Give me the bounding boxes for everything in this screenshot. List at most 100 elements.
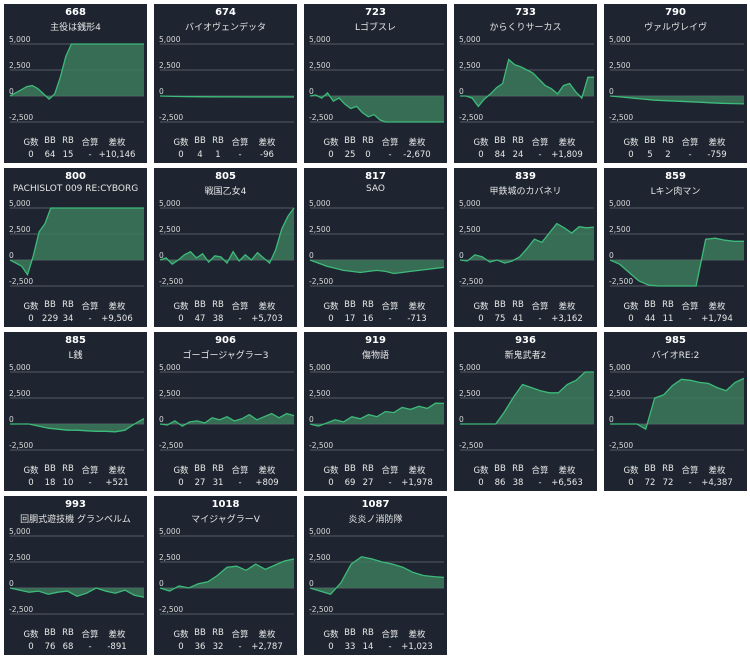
y-tick-label: 5,000: [159, 527, 181, 536]
stat-value-combined: -: [88, 478, 92, 488]
stat-value-rb: 1: [215, 150, 221, 160]
machine-name: バイオヴェンデッタ: [184, 23, 266, 33]
machine-number: 985: [665, 335, 686, 346]
machine-card[interactable]: 5,000 2,500 0 -2,500 885 L銭 G数 0 BB 18 RB 10 合算 - 差枚 +5…: [4, 332, 147, 491]
y-tick-label: 5,000: [609, 363, 631, 372]
stat-value-games: 0: [28, 478, 34, 488]
stat-header: 合算: [231, 302, 249, 312]
machine-card[interactable]: 5,000 2,500 0 -2,500 733 からくりサーカス G数 0 BB 84 RB 24 合…: [454, 4, 597, 163]
stat-value-games: 0: [628, 478, 634, 488]
stat-header: G数: [473, 138, 489, 148]
machine-card[interactable]: 5,000 2,500 0 -2,500 790 ヴァルヴレイヴ G数 0 BB 5 RB 2 合算 - 差…: [604, 4, 747, 163]
machine-name: からくりサーカス: [489, 23, 562, 33]
y-tick-label: 5,000: [159, 363, 181, 372]
y-tick-label: -2,500: [609, 277, 633, 286]
machine-card[interactable]: 5,000 2,500 0 -2,500 817 SAO G数 0 BB 17 RB 16 合算 - 差枚 -…: [304, 168, 447, 327]
stat-header: RB: [62, 464, 74, 474]
machine-card[interactable]: 5,000 2,500 0 -2,500 674 バイオヴェンデッタ G数 0 BB 4 RB 1 合算…: [154, 4, 297, 163]
stat-header: 合算: [531, 138, 549, 148]
machine-card[interactable]: 5,000 2,500 0 -2,500 800 PACHISLOT 009 RE:CYB…: [4, 168, 147, 327]
stat-value-combined: -: [88, 150, 92, 160]
difference-area: [310, 556, 444, 595]
difference-chart: 5,000 2,500 0 -2,500: [459, 363, 594, 451]
machine-card[interactable]: 5,000 2,500 0 -2,500 993 回胴式遊技機 グランベルム G数 0 BB 76…: [4, 496, 147, 655]
stat-value-games: 0: [478, 314, 484, 324]
difference-chart: 5,000 2,500 0 -2,500: [9, 527, 145, 615]
difference-line: [309, 402, 445, 427]
stat-header: G数: [173, 302, 189, 312]
stat-header: G数: [323, 466, 339, 476]
stat-value-games: 0: [178, 642, 184, 652]
y-tick-label: 2,500: [9, 61, 31, 70]
stat-value-bb: 76: [44, 642, 56, 652]
y-tick-label: -2,500: [9, 113, 33, 122]
machine-card[interactable]: 5,000 2,500 0 -2,500 906 ゴーゴージャグラー3 G数 0 BB 27 RB 3…: [154, 332, 297, 491]
difference-chart: 5,000 2,500 0 -2,500: [309, 363, 445, 451]
machine-number: 817: [365, 171, 386, 182]
y-tick-label: 0: [459, 251, 464, 260]
machine-number: 993: [65, 499, 86, 510]
difference-area: [160, 208, 294, 265]
machine-number: 859: [665, 171, 686, 182]
difference-area: [10, 418, 144, 432]
stat-value-diff: +1,809: [551, 150, 583, 160]
machine-card[interactable]: 5,000 2,500 0 -2,500 805 戦国乙女4 G数 0 BB 47 RB 38 合算 - 差…: [154, 168, 297, 327]
machine-name: Lゴブスレ: [354, 23, 396, 33]
y-tick-label: 2,500: [459, 225, 481, 234]
stat-value-diff: +5,703: [251, 314, 283, 324]
machine-card[interactable]: 5,000 2,500 0 -2,500 723 Lゴブスレ G数 0 BB 25 RB 0 合算 - 差枚…: [304, 4, 447, 163]
stat-header: RB: [662, 300, 674, 310]
y-tick-label: 0: [159, 251, 164, 260]
machine-number: 790: [665, 7, 686, 18]
y-tick-label: 5,000: [459, 199, 481, 208]
stat-value-bb: 75: [494, 314, 506, 324]
stat-value-games: 0: [328, 314, 334, 324]
stat-value-bb: 72: [644, 478, 656, 488]
stat-value-rb: 38: [212, 314, 224, 324]
machine-card[interactable]: 5,000 2,500 0 -2,500 1087 炎炎ノ消防隊 G数 0 BB 33 RB 14 合算…: [304, 496, 447, 655]
stat-header: 合算: [531, 466, 549, 476]
stat-header: 差枚: [258, 630, 276, 640]
stat-value-combined: -: [688, 150, 692, 160]
difference-line: [159, 412, 295, 427]
machine-card[interactable]: 5,000 2,500 0 -2,500 1018 マイジャグラーV G数 0 BB 36 RB 32…: [154, 496, 297, 655]
stat-value-diff: -891: [107, 642, 127, 652]
machine-card[interactable]: 5,000 2,500 0 -2,500 985 バイオRE:2 G数 0 BB 72 RB 72 合算…: [604, 332, 747, 491]
stat-value-bb: 229: [41, 314, 59, 324]
y-tick-label: -2,500: [309, 113, 333, 122]
y-tick-label: -2,500: [459, 277, 483, 286]
y-tick-label: 0: [9, 251, 14, 260]
machine-card[interactable]: 5,000 2,500 0 -2,500 668 主役は銭形4 G数 0 BB 64 RB 15 合算 -…: [4, 4, 147, 163]
y-tick-label: 5,000: [309, 199, 331, 208]
y-tick-label: -2,500: [309, 441, 333, 450]
stat-header: RB: [512, 464, 524, 474]
difference-area: [160, 413, 294, 427]
y-tick-label: 2,500: [609, 389, 631, 398]
stat-header: G数: [323, 138, 339, 148]
stat-value-combined: -: [88, 642, 92, 652]
difference-chart: 5,000 2,500 0 -2,500: [459, 199, 595, 287]
stat-header: RB: [512, 300, 524, 310]
machine-name: 新鬼武者2: [504, 351, 547, 361]
stat-header: BB: [344, 464, 356, 474]
machine-card[interactable]: 5,000 2,500 0 -2,500 839 甲鉄城のカバネリ G数 0 BB 75 RB 41 合…: [454, 168, 597, 327]
machine-card[interactable]: 5,000 2,500 0 -2,500 919 傷物語 G数 0 BB 69 RB 27 合算 - 差枚 +…: [304, 332, 447, 491]
y-tick-label: 5,000: [609, 199, 631, 208]
stat-value-diff: +521: [105, 478, 129, 488]
difference-area: [460, 223, 594, 264]
machine-card[interactable]: 5,000 2,500 0 -2,500 859 Lキン肉マン G数 0 BB 44 RB 11 合算 -…: [604, 168, 747, 327]
stat-value-rb: 27: [362, 478, 374, 488]
stat-header: 差枚: [108, 138, 126, 148]
machine-name: L銭: [68, 351, 83, 361]
stat-header: G数: [623, 138, 639, 148]
stat-value-rb: 11: [662, 314, 674, 324]
stat-header: 合算: [231, 138, 249, 148]
stat-header: BB: [494, 300, 506, 310]
y-tick-label: 2,500: [159, 553, 181, 562]
machine-card[interactable]: 5,000 2,500 0 -2,500 936 新鬼武者2 G数 0 BB 86 RB 38 合算 - 差…: [454, 332, 597, 491]
stat-header: RB: [62, 300, 74, 310]
stat-header: 合算: [681, 466, 699, 476]
stat-value-rb: 32: [212, 642, 224, 652]
stat-header: BB: [44, 136, 56, 146]
stat-value-combined: -: [388, 642, 392, 652]
